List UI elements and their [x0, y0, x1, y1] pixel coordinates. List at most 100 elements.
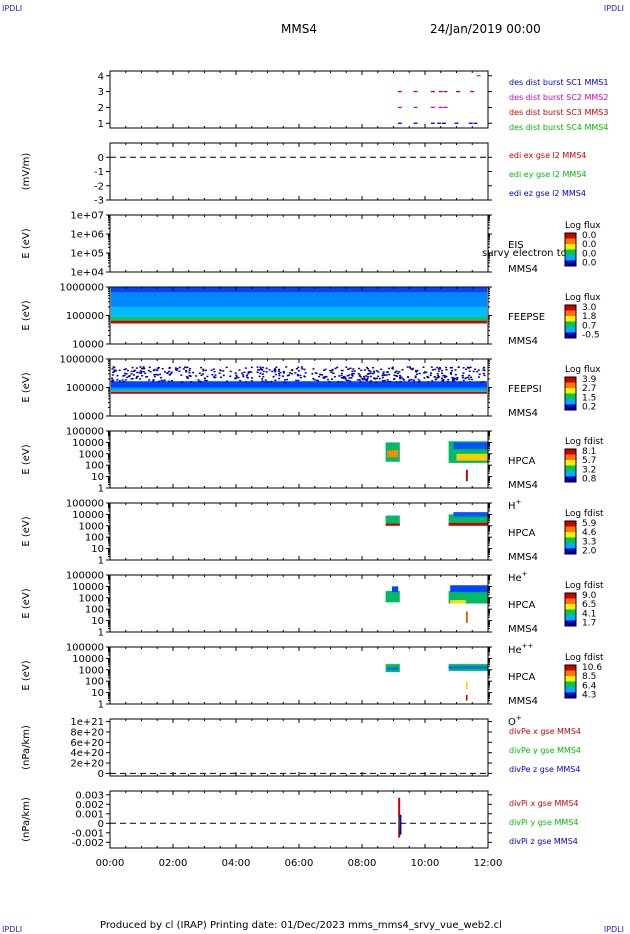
feepsi-speckle [377, 371, 380, 373]
divpi-legend-2: divPi z gse MMS4 [509, 837, 578, 846]
feepsi-speckle [353, 370, 356, 372]
feepsi-speckle [111, 379, 114, 381]
feepsi-speckle [366, 377, 369, 380]
feepsi-speckle [352, 368, 355, 370]
feepsi-speckle [124, 379, 127, 381]
feepsi-speckle [303, 368, 306, 371]
feepsi-speckle [377, 375, 380, 378]
edi-ylabel: (mV/m) [21, 153, 32, 191]
feepsi-speckle [296, 373, 299, 376]
feepsi-speckle [225, 366, 228, 369]
date-title: 24/Jan/2019 00:00 [430, 22, 541, 36]
feepsi-speckle [153, 375, 156, 378]
feepsi-speckle [381, 374, 384, 377]
feepsi-colorbar-label-2: 1.5 [582, 393, 596, 403]
feepsi-speckle [427, 376, 430, 379]
feepsi-speckle [348, 377, 351, 379]
burst-legend-0: des dist burst SC1 MMS1 [509, 78, 608, 87]
feepsi-speckle [373, 370, 376, 373]
feepsi-speckle [378, 377, 381, 380]
hpca_h-colorbar-label-3: 0.8 [582, 475, 597, 485]
hpca_h-colorbar-seg-1 [565, 454, 576, 461]
feepsi-speckle [431, 369, 434, 371]
feepsi-speckle [116, 374, 119, 377]
feepsi-speckle [189, 375, 192, 378]
hpca_h-blob-3 [453, 442, 488, 450]
footer-credit: Produced by cl (IRAP) Printing date: 01/… [100, 920, 502, 931]
feepsi-speckle [470, 378, 473, 381]
hpca_o-ytick-label: 100000 [66, 643, 104, 654]
feepsi-speckle [382, 372, 385, 375]
feepsi-speckle [367, 376, 370, 378]
feepsi-speckle [362, 375, 365, 378]
hpca_o-ytick-label: 1 [98, 700, 104, 711]
feepsi-speckle [284, 381, 287, 384]
feepsi-speckle [462, 379, 465, 382]
burst-ytick-label: 3 [98, 87, 104, 98]
feepsi-speckle [375, 370, 378, 372]
hpca_h-blob-4 [456, 453, 488, 461]
feepsi-speckle [413, 381, 416, 383]
feepsi-speckle [440, 369, 443, 372]
edi-ytick-label: -2 [94, 181, 104, 192]
x-tick-label-0: 00:00 [96, 858, 125, 869]
divpi-legend-1: divPi y gse MMS4 [509, 818, 578, 827]
feepsi-speckle [303, 375, 306, 377]
feepsi-speckle [267, 381, 270, 383]
divpe-ytick-label: 0 [98, 769, 104, 780]
eis-ytick-label: 1e+04 [70, 268, 104, 279]
hpca_o-blob-3 [448, 666, 488, 669]
hpca_he2-colorbar-label-2: 4.1 [582, 609, 596, 619]
feepsi-speckle [270, 380, 273, 383]
feepsi-speckle [135, 377, 138, 380]
feepsi-speckle [219, 376, 222, 378]
feepsi-speckle [155, 369, 158, 372]
feepsi-colorbar-label-3: 0.2 [582, 403, 596, 413]
feepsi-speckle [123, 374, 126, 377]
feepsi-speckle [380, 368, 383, 371]
feepsi-speckle [375, 377, 378, 380]
hpca_he1-blob-1 [385, 523, 400, 526]
feepse-ytick-label: 100000 [66, 311, 104, 322]
feepsi-speckle [466, 366, 469, 369]
corner-label-bottom-left: IPDLI [2, 925, 23, 934]
feepsi-speckle [452, 377, 455, 379]
feepse-colorbar-label-0: 3.0 [582, 303, 597, 313]
feepsi-speckle [477, 376, 480, 378]
hpca_he1-instrument-label-2: He+ [508, 570, 528, 584]
feepsi-speckle [286, 378, 289, 381]
hpca_he2-ytick-label: 100 [85, 605, 104, 616]
feepsi-speckle [202, 368, 205, 371]
feepsi-speckle [441, 379, 444, 382]
feepsi-speckle [186, 377, 189, 379]
feepse-colorbar-label-1: 1.8 [582, 312, 597, 322]
feepsi-speckle [185, 366, 188, 369]
feepsi-speckle [178, 366, 181, 369]
feepsi-speckle [142, 367, 145, 370]
feepsi-speckle [166, 372, 169, 374]
feepse-band-1 [111, 292, 487, 307]
feepsi-speckle [206, 375, 209, 378]
feepsi-speckle [157, 366, 160, 369]
feepsi-speckle [277, 370, 280, 372]
feepsi-speckle [436, 366, 439, 369]
hpca_o-ion-charge: + [516, 714, 522, 722]
feepsi-speckle [198, 372, 201, 374]
feepse-colorbar-seg-4 [565, 327, 576, 333]
divpe-ytick-label: 6e+20 [70, 738, 104, 749]
feepsi-speckle [370, 380, 373, 382]
feepsi-speckle [374, 378, 377, 380]
feepsi-speckle [458, 381, 461, 384]
feepsi-speckle [362, 378, 365, 381]
feepsi-speckle [344, 377, 347, 380]
feepsi-speckle [265, 367, 268, 370]
feepsi-speckle [152, 369, 155, 372]
hpca_he1-ylabel: E (eV) [21, 516, 32, 546]
feepse-colorbar-label-3: -0.5 [582, 331, 600, 341]
x-tick-label-2: 04:00 [222, 858, 251, 869]
feepsi-speckle [349, 367, 352, 370]
feepsi-speckle [140, 372, 143, 375]
feepsi-speckle [369, 372, 372, 375]
feepsi-speckle [343, 376, 346, 378]
